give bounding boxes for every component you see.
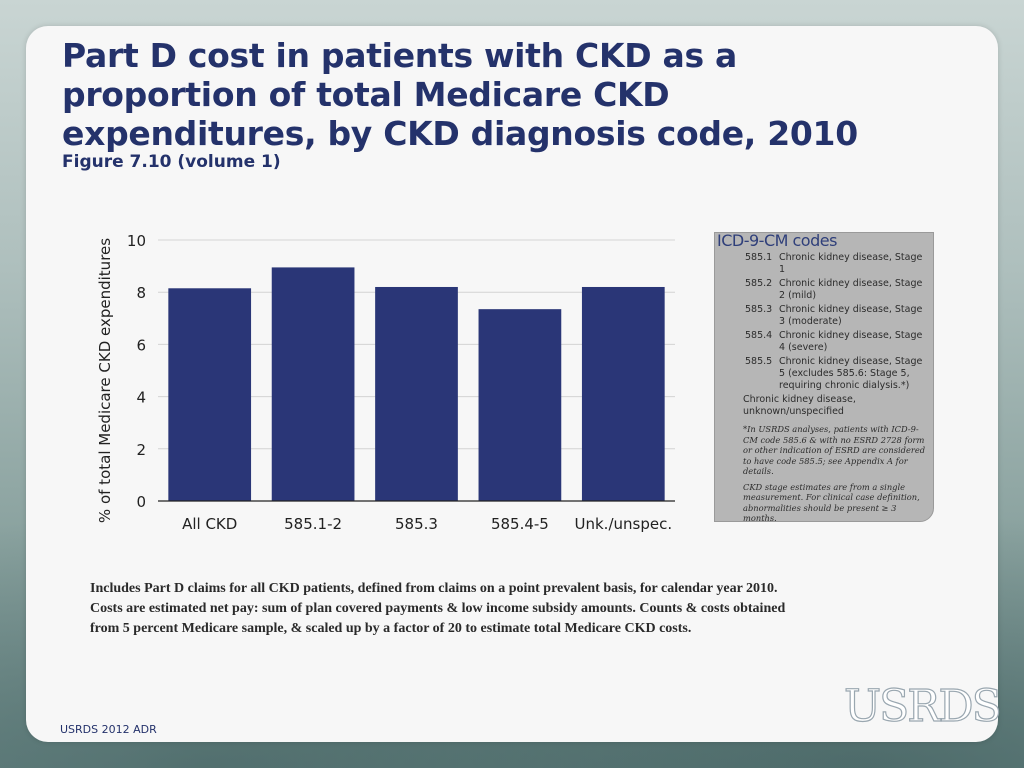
icd-unknown-unspecified: Chronic kidney disease, unknown/unspecif…	[743, 394, 856, 417]
bar	[271, 267, 355, 501]
icd-codes-panel: ICD-9-CM codes 585.1 Chronic kidney disea…	[714, 231, 934, 524]
icd-code: 585.4	[745, 330, 773, 341]
x-tick-label: 585.3	[395, 515, 438, 533]
bar	[375, 286, 458, 501]
icd-description: Chronic kidney disease, Stage 2 (mild)	[779, 278, 923, 301]
bar	[168, 288, 252, 501]
y-tick-label: 0	[136, 493, 146, 511]
x-tick-label: 585.4-5	[491, 515, 549, 533]
icd-footnote-stage-estimates: CKD stage estimates are from a single me…	[743, 481, 920, 524]
icd-code: 585.1	[745, 252, 773, 263]
icd-code: 585.5	[745, 356, 773, 367]
icd-code-row: 585.5 Chronic kidney disease, Stage 5 (ex…	[721, 356, 927, 392]
y-tick-label: 4	[136, 389, 146, 407]
icd-description: Chronic kidney disease, Stage 4 (severe)	[779, 330, 923, 353]
y-tick-label: 6	[136, 336, 146, 354]
slide-panel: Part D cost in patients with CKD as a pr…	[26, 26, 1002, 742]
bar-chart: 0 2 4 6 8 10 All CKD 585.1-2 585.3 585.4-5 Unk./un…	[96, 232, 675, 533]
figure-subtitle: Figure 7.10 (volume 1)	[62, 152, 281, 172]
icd-footnote-esrd: *In USRDS analyses, patients with ICD-9-…	[743, 424, 926, 476]
icd-code: 585.3	[745, 304, 773, 315]
icd-code: 585.2	[745, 278, 773, 289]
icd-code-row: 585.2 Chronic kidney disease, Stage 2 (mi…	[721, 278, 927, 302]
figure-caption: Includes Part D claims for all CKD patie…	[90, 581, 786, 636]
slide-title: Part D cost in patients with CKD as a pr…	[62, 36, 858, 153]
x-tick-label: Unk./unspec.	[575, 515, 673, 533]
icd-description: Chronic kidney disease, Stage 1	[779, 252, 923, 275]
y-tick-label: 10	[127, 232, 146, 250]
icd-codes-title: ICD-9-CM codes	[717, 231, 837, 250]
icd-code-row: 585.3 Chronic kidney disease, Stage 3 (mo…	[721, 304, 927, 328]
x-tick-label: All CKD	[182, 515, 237, 533]
bar	[478, 309, 562, 501]
icd-code-row: 585.4 Chronic kidney disease, Stage 4 (se…	[721, 330, 927, 354]
footer-source: USRDS 2012 ADR	[60, 723, 157, 736]
usrds-logo: USRDS	[843, 680, 1002, 732]
icd-codes-list: 585.1 Chronic kidney disease, Stage 1 585.…	[721, 252, 927, 392]
icd-code-row: 585.1 Chronic kidney disease, Stage 1	[721, 252, 927, 276]
y-axis-label: % of total Medicare CKD expenditures	[96, 238, 114, 523]
y-tick-label: 2	[136, 441, 146, 459]
bar	[581, 286, 665, 501]
icd-description: Chronic kidney disease, Stage 3 (moderat…	[779, 304, 923, 327]
x-tick-label: 585.1-2	[284, 515, 342, 533]
icd-description: Chronic kidney disease, Stage 5 (exclude…	[779, 356, 923, 391]
y-tick-label: 8	[136, 284, 146, 302]
